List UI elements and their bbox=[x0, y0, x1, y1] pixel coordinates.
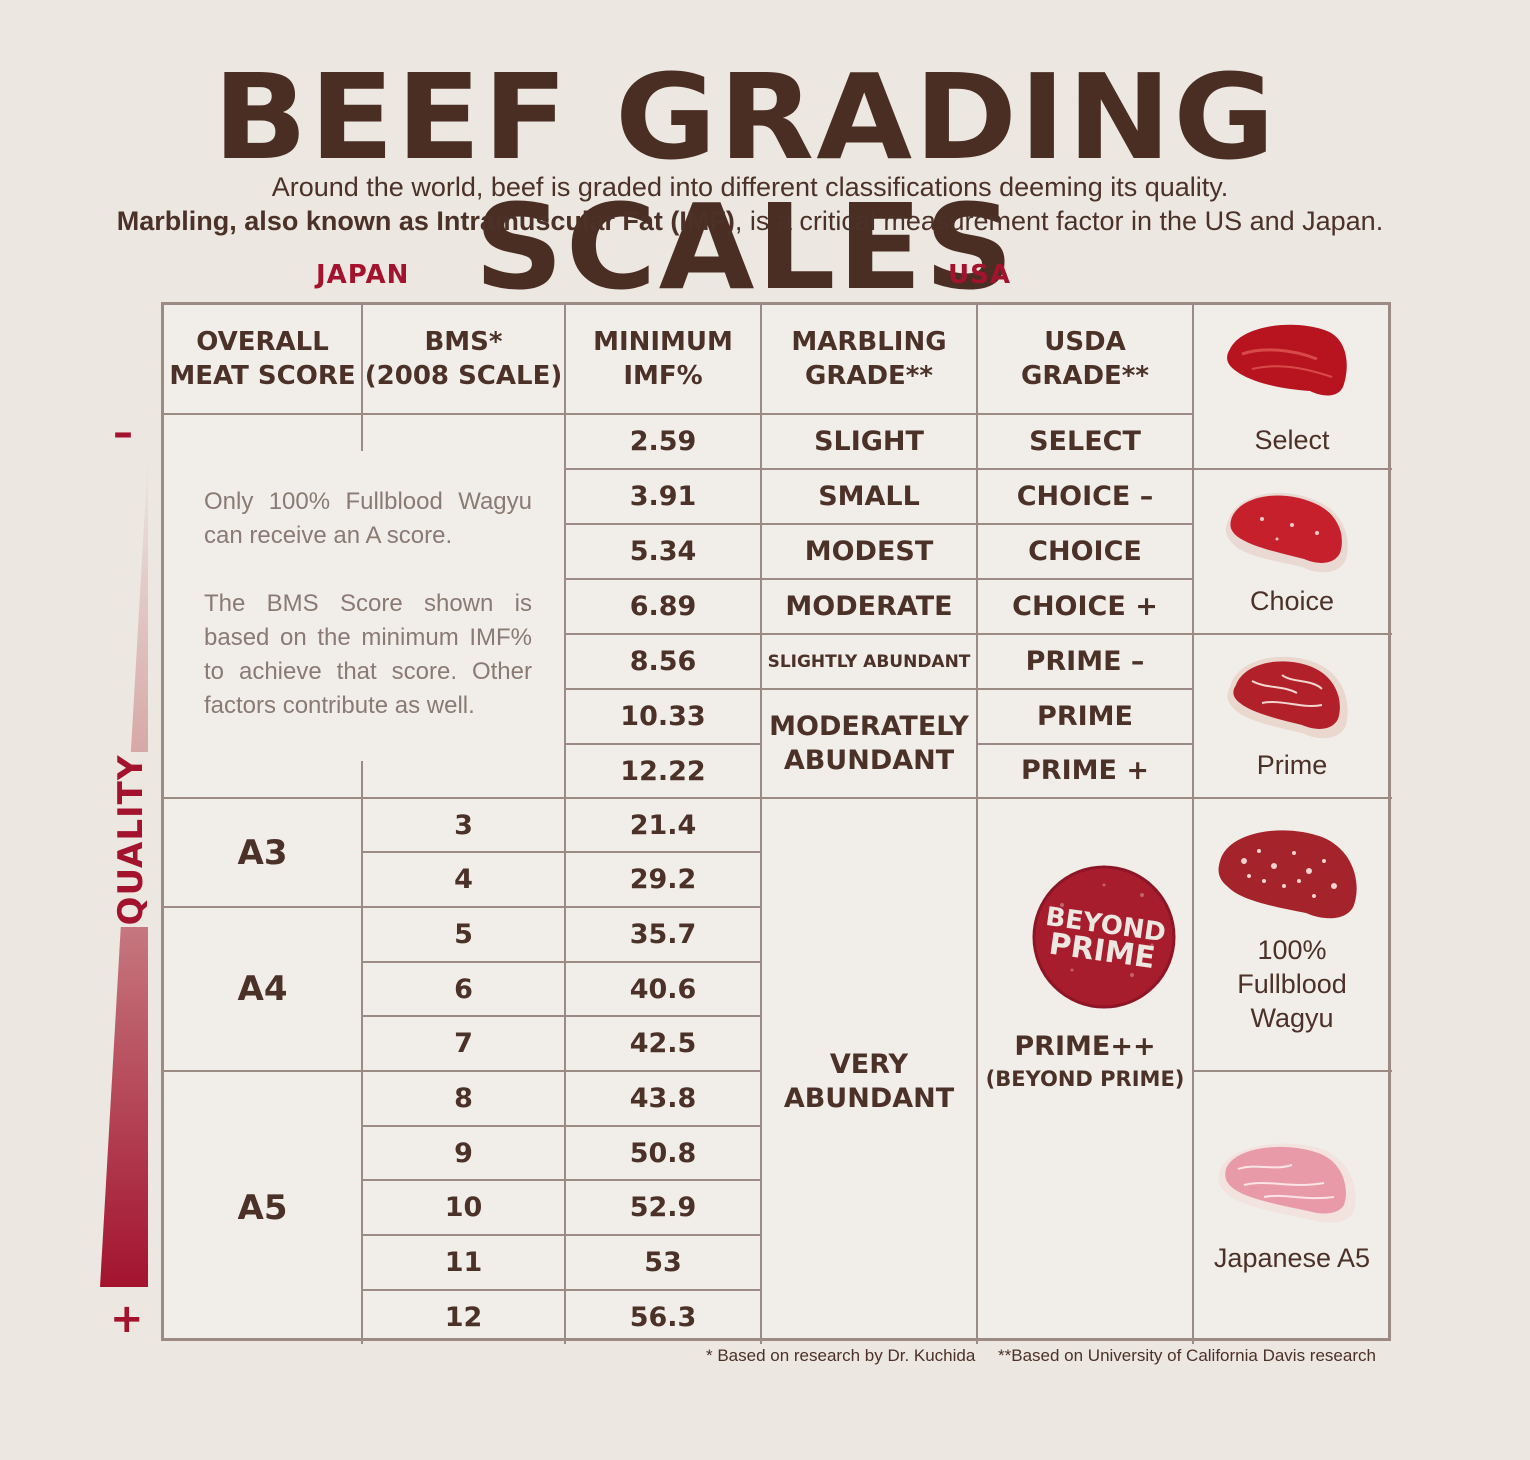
marbling-moderately-abundant: MODERATELY ABUNDANT bbox=[762, 690, 976, 797]
imf-value: 5.34 bbox=[629, 536, 697, 567]
marbling-slight: SLIGHT bbox=[814, 425, 924, 457]
marbling-mod-line2: ABUNDANT bbox=[783, 744, 955, 776]
header-overall-meat-score: OVERALL MEAT SCORE bbox=[164, 305, 361, 413]
region-japan: JAPAN bbox=[316, 260, 410, 290]
usda-prime-plus: PRIME + bbox=[1021, 755, 1149, 786]
header-bms-line1: BMS* bbox=[424, 327, 503, 357]
marbling-moderate: MODERATE bbox=[785, 590, 953, 622]
quality-label: QUALITY bbox=[111, 754, 151, 926]
usda-choice: CHOICE bbox=[1028, 535, 1142, 567]
imf-value: 12.22 bbox=[620, 755, 706, 787]
imf-value: 29.2 bbox=[629, 864, 697, 895]
bms-value: 8 bbox=[454, 1083, 473, 1114]
marbling-small: SMALL bbox=[818, 480, 920, 512]
quality-axis-minus: – bbox=[113, 410, 133, 456]
caption-choice: Choice bbox=[1249, 586, 1335, 616]
imf-value: 40.6 bbox=[629, 973, 697, 1005]
header-marbling-grade: MARBLING GRADE** bbox=[762, 305, 976, 413]
beyond-prime-badge-icon: BEYOND PRIME bbox=[1032, 865, 1176, 1009]
bms-value: 6 bbox=[454, 973, 473, 1005]
imf-value: 52.9 bbox=[629, 1192, 697, 1223]
note-bms: The BMS Score shown is based on the mini… bbox=[204, 590, 532, 719]
usda-select: SELECT bbox=[1029, 425, 1141, 457]
subtitle-rest: , is a critical measurement factor in th… bbox=[734, 206, 1384, 236]
header-overall-line2: MEAT SCORE bbox=[169, 361, 356, 391]
score-a3: A3 bbox=[237, 832, 288, 873]
score-a4: A4 bbox=[237, 969, 288, 1009]
caption-japanese-a5: Japanese A5 bbox=[1213, 1243, 1371, 1273]
usda-choice-plus: CHOICE + bbox=[1012, 590, 1158, 622]
header-bms: BMS* (2008 SCALE) bbox=[363, 305, 564, 413]
header-imf-line1: MINIMUM bbox=[593, 327, 733, 357]
marbling-modest: MODEST bbox=[804, 535, 934, 567]
header-bms-line2: (2008 SCALE) bbox=[364, 361, 563, 391]
page-title: BEEF GRADING SCALES bbox=[212, 48, 1278, 316]
usda-beyond-prime: PRIME++ (BEYOND PRIME) bbox=[978, 1027, 1192, 1097]
bms-value: 3 bbox=[454, 809, 473, 841]
usda-choice-minus: CHOICE – bbox=[1016, 480, 1154, 512]
quality-axis-plus: + bbox=[110, 1296, 144, 1342]
caption-select: Select bbox=[1254, 425, 1330, 455]
header-usda-grade: USDA GRADE** bbox=[978, 305, 1192, 413]
japanese-a5-steak-icon bbox=[1218, 1143, 1356, 1223]
grading-table: OVERALL MEAT SCORE BMS* (2008 SCALE) MINIM… bbox=[161, 302, 1392, 1344]
footnote-uc-davis: **Based on University of California Davi… bbox=[998, 1346, 1376, 1365]
bms-value: 11 bbox=[444, 1247, 483, 1278]
wagyu-steak-icon bbox=[1218, 830, 1357, 919]
imf-value: 35.7 bbox=[629, 919, 697, 950]
imf-value: 3.91 bbox=[629, 481, 697, 512]
subtitle-line-1: Around the world, beef is graded into di… bbox=[271, 172, 1229, 202]
usda-beyond-label: (BEYOND PRIME) bbox=[985, 1067, 1185, 1091]
header-usda-line1: USDA bbox=[1044, 327, 1126, 357]
marbling-mod-line1: MODERATELY bbox=[769, 710, 969, 742]
usda-prime: PRIME bbox=[1037, 700, 1133, 732]
header-imf-line2: IMF% bbox=[623, 361, 703, 391]
header-usda-line2: GRADE** bbox=[1020, 361, 1150, 391]
imf-value: 43.8 bbox=[629, 1083, 697, 1114]
subtitle-line-2: Marbling, also known as Intramuscular Fa… bbox=[0, 206, 1500, 237]
marbling-very-line2: ABUNDANT bbox=[783, 1082, 955, 1114]
marbling-very-abundant: VERY ABUNDANT bbox=[762, 799, 976, 1344]
caption-wagyu: 100% Fullblood Wagyu bbox=[1194, 933, 1390, 1035]
select-steak-icon bbox=[1227, 324, 1347, 396]
bms-value: 4 bbox=[454, 864, 473, 895]
note-fullblood: Only 100% Fullblood Wagyu can receive an… bbox=[204, 488, 532, 549]
imf-value: 2.59 bbox=[629, 426, 697, 457]
header-marbling-line2: GRADE** bbox=[804, 361, 934, 391]
bms-value: 5 bbox=[454, 919, 473, 950]
bms-value: 10 bbox=[444, 1192, 483, 1223]
imf-value: 10.33 bbox=[620, 701, 706, 732]
usda-prime-minus: PRIME – bbox=[1025, 645, 1145, 677]
region-usa: USA bbox=[948, 260, 1011, 290]
header-min-imf: MINIMUM IMF% bbox=[566, 305, 760, 413]
caption-wagyu-line2: Fullblood bbox=[1237, 969, 1347, 999]
subtitle-bold: Marbling, also known as Intramuscular Fa… bbox=[116, 206, 735, 236]
imf-value: 42.5 bbox=[629, 1028, 697, 1059]
usda-prime-plus-plus: PRIME++ bbox=[1014, 1031, 1156, 1062]
header-overall-line1: OVERALL bbox=[196, 327, 329, 357]
caption-wagyu-line3: Wagyu bbox=[1250, 1003, 1334, 1033]
imf-value: 21.4 bbox=[629, 809, 697, 841]
bms-value: 12 bbox=[444, 1302, 483, 1333]
bms-value: 7 bbox=[454, 1028, 473, 1059]
header-marbling-line1: MARBLING bbox=[791, 327, 947, 357]
bms-value: 9 bbox=[454, 1137, 473, 1169]
imf-value: 8.56 bbox=[629, 646, 697, 677]
imf-value: 53 bbox=[644, 1247, 682, 1278]
score-a5: A5 bbox=[237, 1188, 288, 1228]
caption-prime: Prime bbox=[1256, 750, 1328, 780]
marbling-very-line1: VERY bbox=[829, 1048, 909, 1080]
imf-value: 6.89 bbox=[629, 591, 697, 622]
caption-wagyu-line1: 100% bbox=[1257, 935, 1327, 965]
imf-value: 50.8 bbox=[629, 1137, 697, 1169]
footnote-kuchida: * Based on research by Dr. Kuchida bbox=[706, 1346, 976, 1365]
marbling-slightly-abundant: SLIGHTLY ABUNDANT bbox=[767, 651, 971, 672]
choice-steak-icon bbox=[1225, 492, 1348, 573]
prime-steak-icon bbox=[1227, 656, 1348, 739]
imf-value: 56.3 bbox=[629, 1302, 697, 1333]
quality-label-box bbox=[112, 752, 152, 927]
